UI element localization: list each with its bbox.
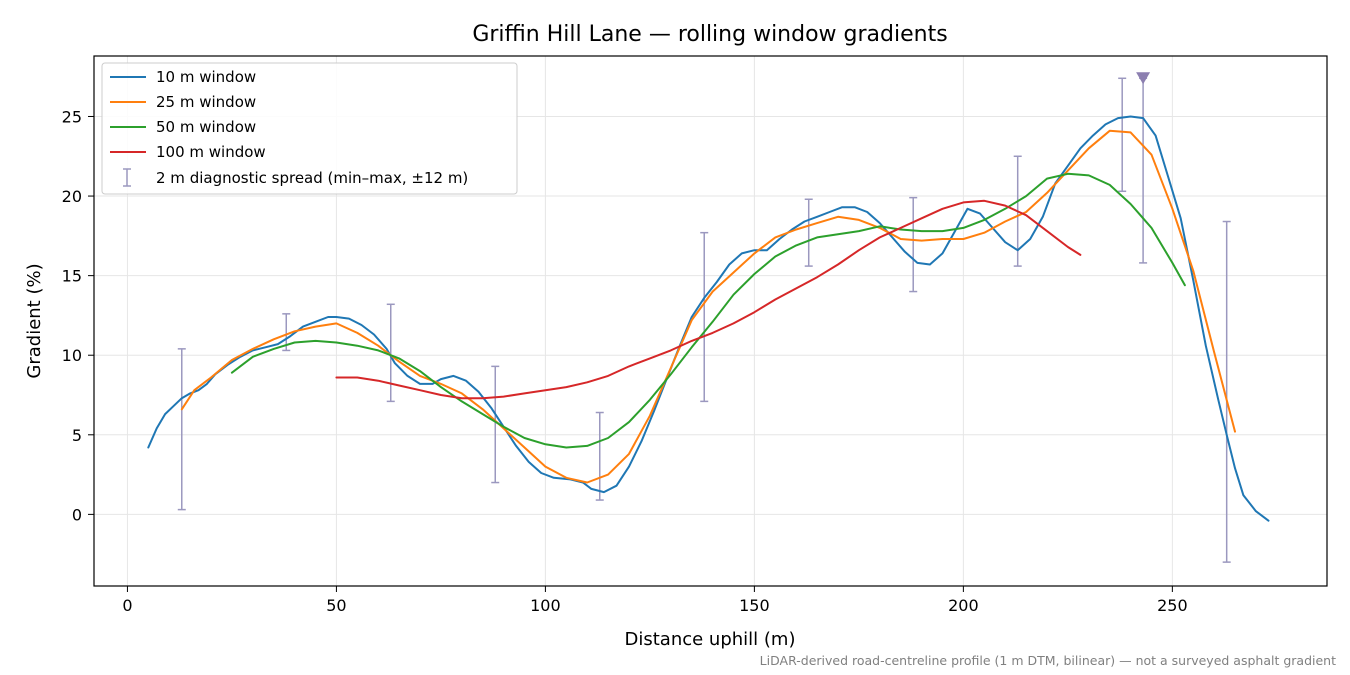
series-line-10-m-window <box>147 115 1270 522</box>
series-lines <box>147 115 1270 522</box>
y-tick-label: 25 <box>62 107 82 126</box>
legend-label-10m: 10 m window <box>156 68 256 86</box>
legend-label-25m: 25 m window <box>156 93 256 111</box>
y-axis-label: Gradient (%) <box>24 263 45 378</box>
spread-bar <box>804 198 813 267</box>
series-line-100-m-window <box>335 199 1082 400</box>
spread-bar <box>386 303 395 403</box>
x-tick-label: 150 <box>739 596 770 615</box>
y-tick-label: 20 <box>62 187 82 206</box>
legend-label-100m: 100 m window <box>156 143 266 161</box>
chart-title: Griffin Hill Lane — rolling window gradi… <box>472 22 947 47</box>
series-line-25-m-window <box>180 129 1236 484</box>
spread-bar <box>909 196 918 293</box>
spread-bar <box>595 411 604 501</box>
spread-bar <box>700 231 709 403</box>
legend-swatch-spread <box>123 168 131 187</box>
spread-bars <box>177 77 1231 563</box>
x-tick-label: 0 <box>122 596 132 615</box>
x-tick-label: 50 <box>326 596 346 615</box>
legend-label-spread: 2 m diagnostic spread (min–max, ±12 m) <box>156 169 468 187</box>
legend-box <box>101 62 518 195</box>
x-tick-label: 100 <box>530 596 561 615</box>
x-tick-label: 200 <box>948 596 979 615</box>
y-tick-label: 5 <box>72 426 82 445</box>
x-axis-label: Distance uphill (m) <box>625 629 796 650</box>
spread-bar <box>1222 220 1231 563</box>
y-tick-label: 15 <box>62 267 82 286</box>
y-tick-label: 10 <box>62 346 82 365</box>
spread-bar <box>1118 77 1127 193</box>
spread-bar <box>177 348 186 511</box>
legend: 10 m window 25 m window 50 m window 100 … <box>101 62 518 195</box>
peak-marker-icon <box>1136 72 1151 85</box>
x-tick-label: 250 <box>1157 596 1188 615</box>
legend-label-50m: 50 m window <box>156 118 256 136</box>
plot-frame <box>93 55 1328 587</box>
y-tick-label: 0 <box>72 505 82 524</box>
spread-bar <box>491 365 500 484</box>
peak-marker-group <box>1136 72 1151 85</box>
series-line-50-m-window <box>230 172 1186 449</box>
footnote: LiDAR-derived road-centreline profile (1… <box>760 653 1336 668</box>
axis-ticks: 0 50 100 150 200 250 0 5 10 15 20 25 <box>62 107 1188 615</box>
